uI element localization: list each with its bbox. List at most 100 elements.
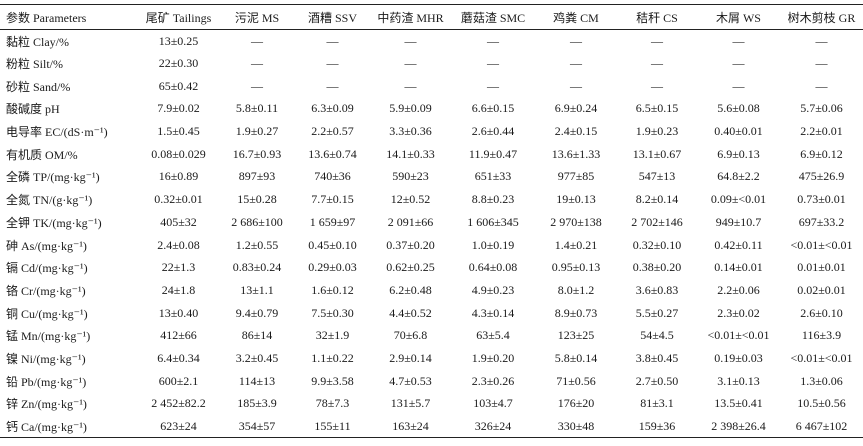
table-cell: 16.7±0.93 bbox=[232, 146, 282, 161]
table-cell: 13.6±0.74 bbox=[308, 146, 357, 161]
row-label: 铬 Cr/(mg·kg⁻¹) bbox=[6, 283, 86, 298]
table-cell: 2.7±0.50 bbox=[635, 373, 679, 388]
table-cell: 19±0.13 bbox=[556, 192, 596, 207]
table-cell: — bbox=[732, 33, 745, 48]
table-cell: 0.08±0.029 bbox=[151, 146, 206, 161]
row-label: 粉粒 Silt/% bbox=[6, 57, 64, 72]
table-cell: 0.14±0.01 bbox=[714, 260, 763, 275]
table-cell: — bbox=[326, 78, 339, 93]
column-header: 参数 Parameters bbox=[0, 4, 138, 30]
row-label: 砂粒 Sand/% bbox=[6, 79, 71, 94]
table-cell: 0.37±0.20 bbox=[386, 237, 435, 252]
table-cell: — bbox=[570, 56, 582, 71]
table-cell: 6.9±0.12 bbox=[800, 146, 843, 161]
table-cell: 114±13 bbox=[238, 373, 276, 388]
table-cell: 8.0±1.2 bbox=[557, 282, 595, 297]
row-label: 镍 Ni/(mg·kg⁻¹) bbox=[6, 351, 86, 366]
table-cell: 354±57 bbox=[219, 415, 295, 439]
table-cell: 0.42±0.11 bbox=[714, 237, 763, 252]
header-row: 参数 Parameters 尾矿 Tailings 污泥 MS 酒糟 SSV 中… bbox=[0, 4, 863, 30]
table-cell: 0.40±0.01 bbox=[714, 124, 763, 139]
table-cell: — bbox=[815, 33, 828, 48]
table-cell: 1.5±0.45 bbox=[157, 124, 200, 139]
table-cell: 103±4.7 bbox=[473, 396, 513, 411]
table-cell: — bbox=[487, 33, 499, 48]
table-row: 锌 Zn/(mg·kg⁻¹) 2 452±82.2 185±3.9 78±7.3 131… bbox=[0, 393, 863, 416]
table-cell: 0.95±0.13 bbox=[551, 260, 601, 275]
table-cell: — bbox=[732, 78, 745, 93]
column-header: 木屑 WS bbox=[697, 4, 780, 30]
table-cell: 0.73±0.01 bbox=[797, 192, 846, 207]
table-cell: 11.9±0.47 bbox=[468, 146, 518, 161]
table-cell: 0.38±0.20 bbox=[632, 260, 682, 275]
table-cell: 5.7±0.06 bbox=[800, 101, 843, 116]
table-cell: 1.9±0.23 bbox=[635, 124, 679, 139]
table-cell: 3.2±0.45 bbox=[235, 350, 279, 365]
table-cell: 78±7.3 bbox=[315, 396, 350, 411]
table-cell: 412±66 bbox=[160, 328, 197, 343]
table-cell: — bbox=[404, 56, 417, 71]
table-cell: 1.9±0.27 bbox=[235, 124, 279, 139]
table-cell: <0.01±<0.01 bbox=[707, 328, 770, 343]
table-cell: 123±25 bbox=[557, 328, 595, 343]
table-cell: 651±33 bbox=[474, 169, 512, 184]
table-row: 全磷 TP/(mg·kg⁻¹) 16±0.89 897±93 740±36 590±23… bbox=[0, 166, 863, 189]
column-header: 蘑菇渣 SMC bbox=[451, 4, 535, 30]
table-cell: 5.5±0.27 bbox=[635, 305, 679, 320]
table-row: 黏粒 Clay/% 13±0.25 — — — — — — — — bbox=[0, 30, 863, 53]
table-row: 砂粒 Sand/% 65±0.42 — — — — — — — — bbox=[0, 75, 863, 98]
table-cell: 185±3.9 bbox=[237, 396, 277, 411]
table-cell: 8.9±0.73 bbox=[554, 305, 598, 320]
table-cell: <0.01±<0.01 bbox=[790, 350, 853, 365]
table-cell: 697±33.2 bbox=[798, 214, 845, 229]
table-cell: 4.7±0.53 bbox=[389, 373, 432, 388]
table-cell: — bbox=[487, 56, 499, 71]
table-cell: 0.62±0.25 bbox=[386, 260, 435, 275]
column-header: 尾矿 Tailings bbox=[138, 4, 219, 30]
column-header: 树木剪枝 GR bbox=[780, 4, 863, 30]
table-cell: 3.6±0.83 bbox=[635, 282, 679, 297]
table-cell: 6.9±0.24 bbox=[554, 101, 598, 116]
table-row: 全氮 TN/(g·kg⁻¹) 0.32±0.01 15±0.28 7.7±0.15 12… bbox=[0, 188, 863, 211]
table-row: 镉 Cd/(mg·kg⁻¹) 22±1.3 0.83±0.24 0.29±0.03 0.… bbox=[0, 256, 863, 279]
table-cell: 70±6.8 bbox=[393, 328, 428, 343]
row-label: 全氮 TN/(g·kg⁻¹) bbox=[6, 193, 93, 208]
table-cell: 2.4±0.15 bbox=[554, 124, 598, 139]
table-cell: 16±0.89 bbox=[158, 169, 199, 184]
table-cell: 32±1.9 bbox=[315, 328, 350, 343]
table-cell: 4.4±0.52 bbox=[389, 305, 432, 320]
table-cell: 0.29±0.03 bbox=[308, 260, 357, 275]
table-cell: 475±26.9 bbox=[798, 169, 845, 184]
table-cell: 10.5±0.56 bbox=[797, 396, 846, 411]
table-cell: 2.3±0.02 bbox=[717, 305, 760, 320]
table-cell: 8.2±0.14 bbox=[635, 192, 679, 207]
table-cell: 4.9±0.23 bbox=[471, 282, 515, 297]
table-cell: 63±5.4 bbox=[476, 328, 510, 343]
row-label: 钙 Ca/(mg·kg⁻¹) bbox=[0, 415, 138, 439]
table-cell: 1 606±345 bbox=[467, 214, 519, 229]
table-cell: 600±2.1 bbox=[158, 373, 199, 388]
table-cell: — bbox=[251, 33, 263, 48]
table-cell: — bbox=[487, 78, 499, 93]
table-cell: <0.01±<0.01 bbox=[790, 237, 853, 252]
table-cell: 949±10.7 bbox=[715, 214, 762, 229]
column-header: 污泥 MS bbox=[219, 4, 295, 30]
table-cell: 9.4±0.79 bbox=[235, 305, 279, 320]
table-cell: 13±1.1 bbox=[240, 282, 274, 297]
table-cell: 24±1.8 bbox=[161, 282, 196, 297]
table-cell: — bbox=[326, 33, 339, 48]
table-cell: 0.02±0.01 bbox=[797, 282, 846, 297]
table-cell: 1.1±0.22 bbox=[311, 350, 354, 365]
row-label: 有机质 OM/% bbox=[6, 147, 78, 162]
table-cell: 1.4±0.21 bbox=[554, 237, 598, 252]
table-cell: 64.8±2.2 bbox=[717, 169, 760, 184]
table-cell: 1.6±0.12 bbox=[311, 282, 354, 297]
table-cell: 2.9±0.14 bbox=[389, 350, 432, 365]
table-cell: — bbox=[326, 56, 339, 71]
table-cell: 977±85 bbox=[557, 169, 595, 184]
table-cell: 2.6±0.44 bbox=[471, 124, 515, 139]
table-cell: — bbox=[570, 33, 582, 48]
table-cell: — bbox=[815, 78, 828, 93]
table-cell: 4.3±0.14 bbox=[471, 305, 515, 320]
